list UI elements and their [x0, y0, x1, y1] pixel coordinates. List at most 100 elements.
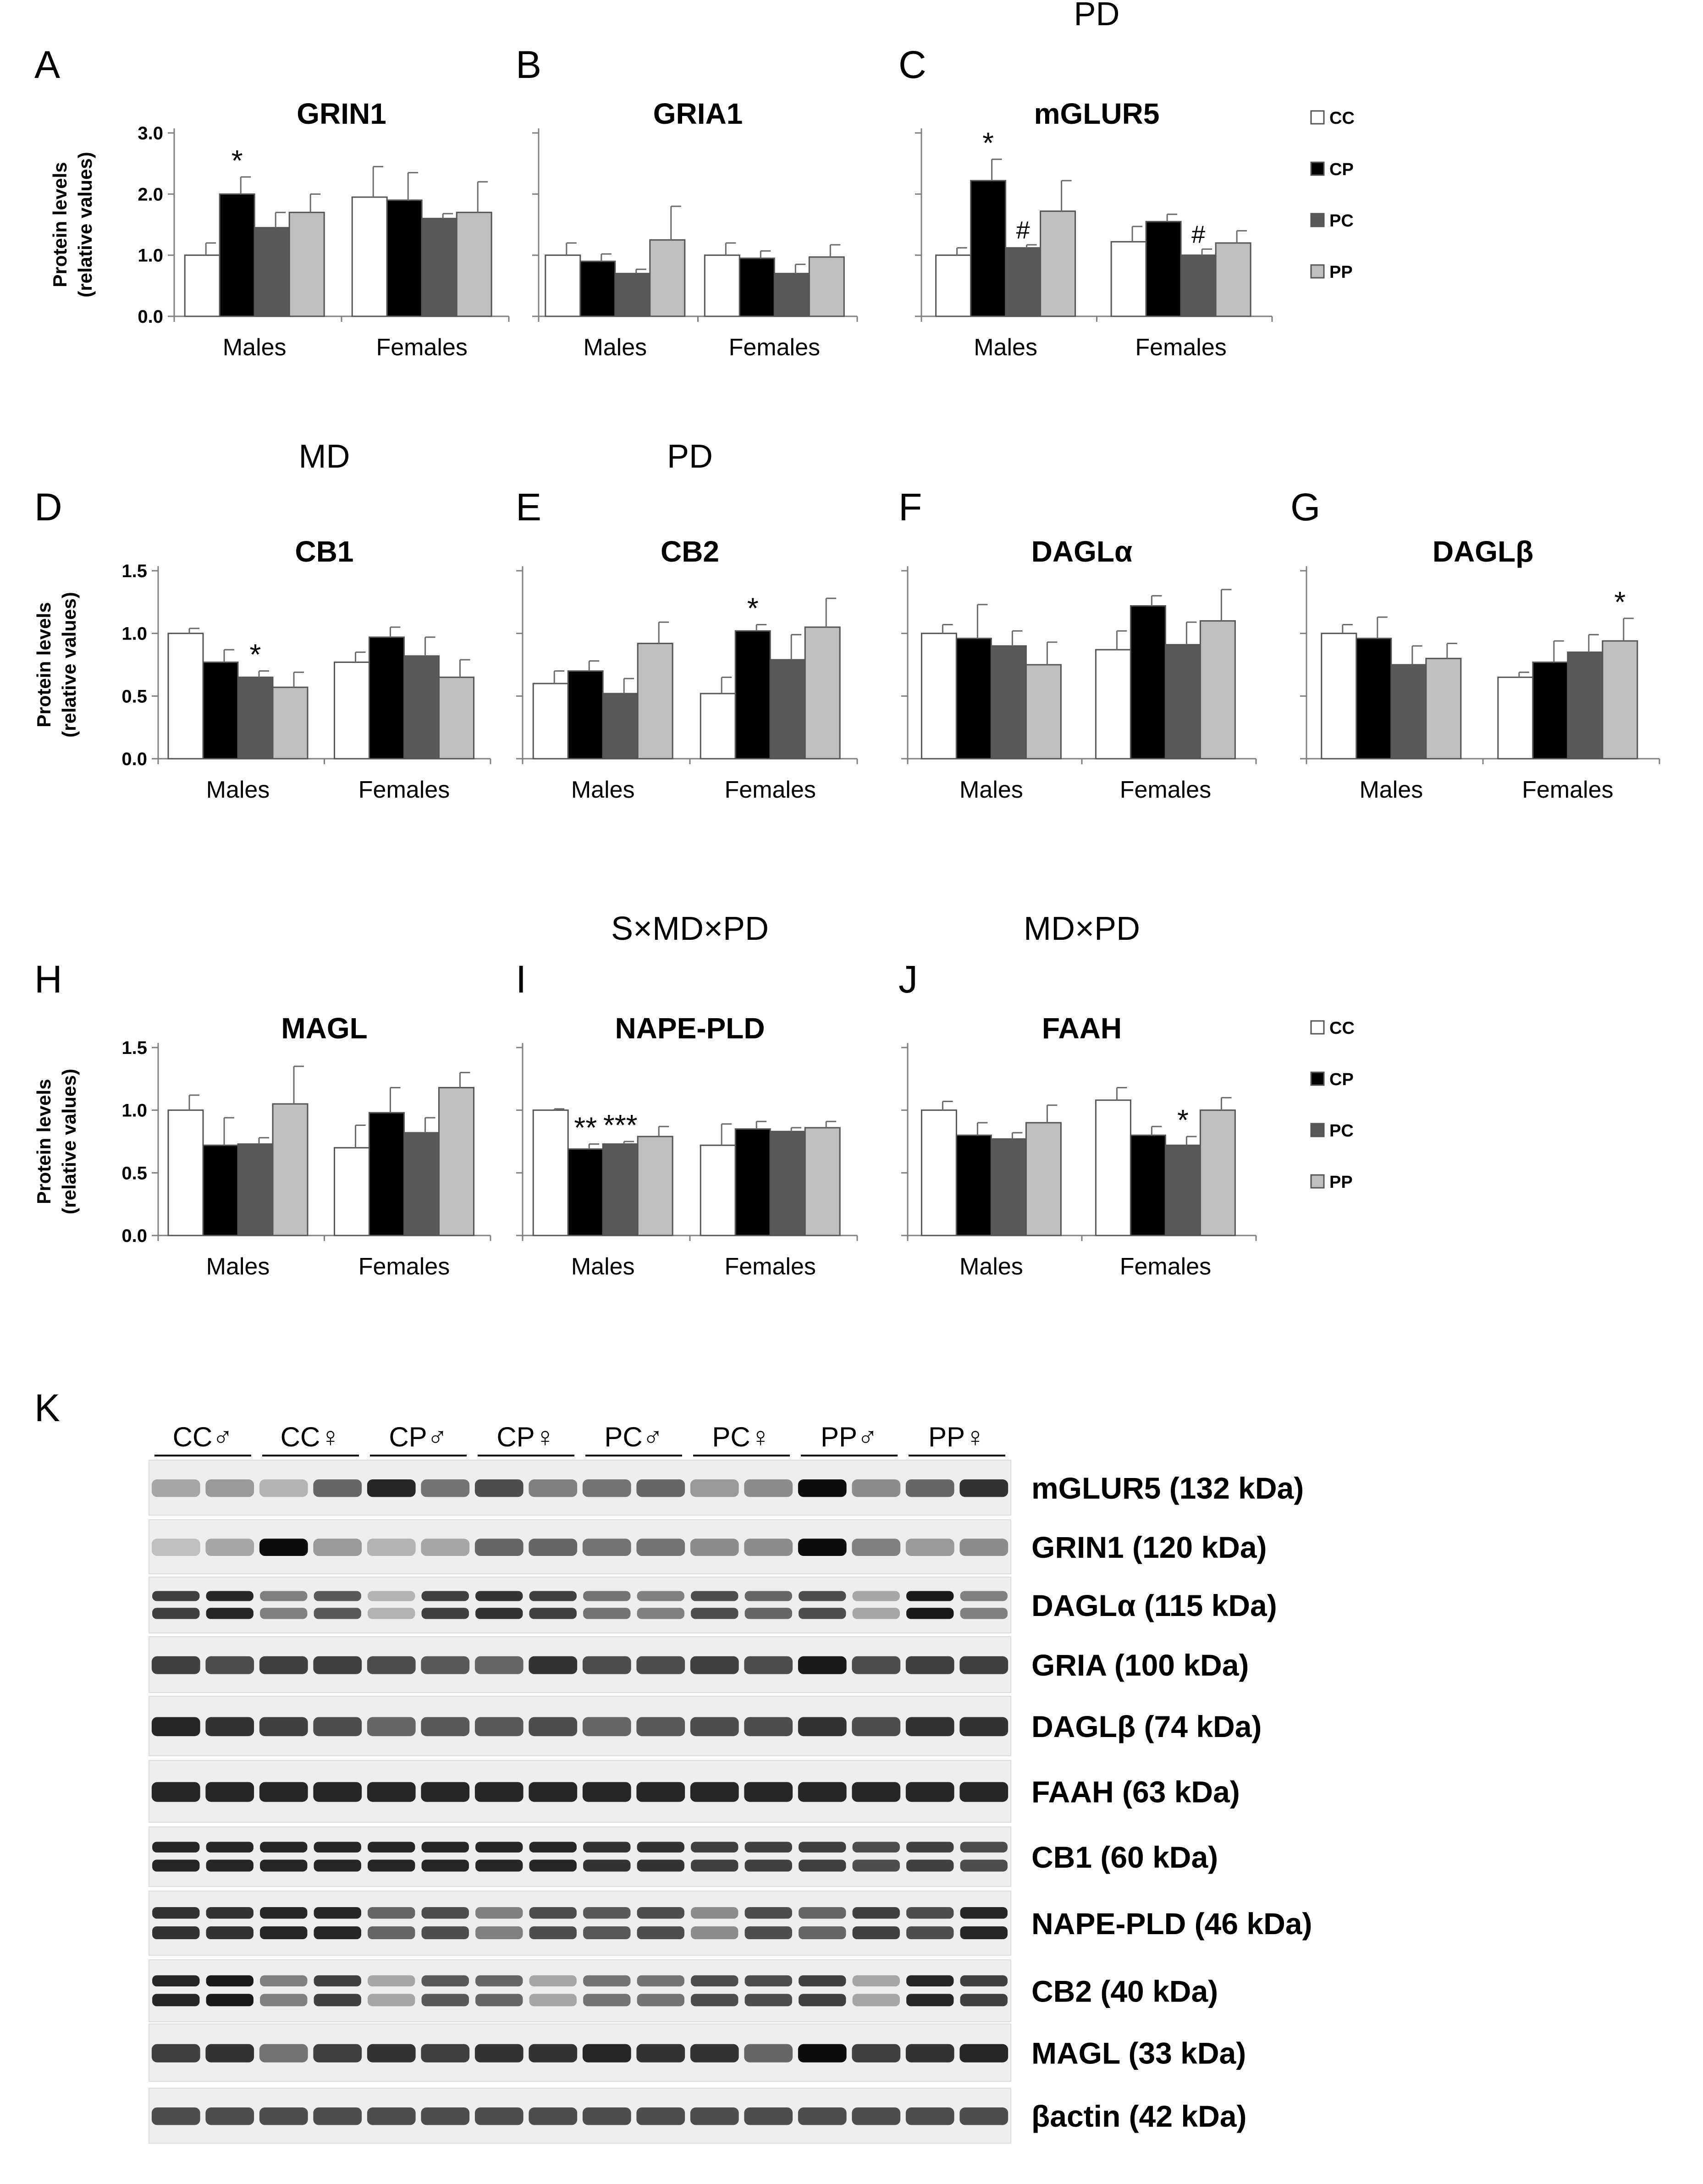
bar-pp-females	[1199, 1109, 1236, 1236]
x-category-label: Males	[974, 334, 1037, 361]
blot-band	[637, 1842, 684, 1853]
bar-pp-females	[456, 211, 492, 317]
blot-band	[314, 1859, 361, 1872]
blot-band	[205, 1717, 254, 1737]
blot-band	[367, 1782, 416, 1802]
bar-cp-males	[202, 662, 239, 760]
blot-band	[259, 1539, 308, 1556]
bar-pc-females	[1164, 1144, 1201, 1236]
blot-band	[529, 2044, 578, 2063]
blot-band	[421, 1608, 469, 1619]
blot-band	[474, 2107, 524, 2125]
bar-pc-males	[990, 645, 1027, 760]
blot-band	[474, 1656, 524, 1674]
effect-label: PD	[1074, 0, 1119, 33]
blot-band	[582, 1656, 631, 1674]
blot-band	[636, 1717, 685, 1737]
bar-cc-females	[1110, 241, 1147, 317]
protein-label: βactin (42 kDa)	[1031, 2099, 1246, 2133]
protein-label: MAGL (33 kDa)	[1031, 2036, 1246, 2070]
bar-cc-males	[920, 1109, 957, 1236]
bar-pc-males	[237, 1143, 274, 1236]
bar-cc-females	[351, 196, 388, 317]
blot-band	[852, 1539, 901, 1556]
legend-swatch-cp	[1310, 1071, 1325, 1086]
blot-band	[906, 1907, 954, 1919]
panel-letter: I	[516, 958, 526, 1001]
blot-band	[744, 1539, 793, 1556]
blot-band	[744, 1479, 793, 1497]
panel-letter: F	[898, 485, 922, 529]
significance-mark: #	[1016, 216, 1030, 244]
blot-band	[906, 1859, 954, 1872]
blot-band	[152, 1975, 200, 1987]
y-tick-label: 0.0	[138, 307, 163, 327]
significance-mark: *	[250, 638, 261, 671]
blot-band	[636, 2044, 685, 2063]
blot-band	[421, 1591, 469, 1601]
blot-band	[960, 1907, 1008, 1919]
blot-band	[798, 1479, 847, 1497]
blot-band	[799, 1608, 846, 1619]
chart-title: CB2	[661, 535, 719, 568]
blot-band	[960, 1842, 1008, 1853]
blot-band	[799, 1926, 846, 1939]
blot-band	[313, 1539, 362, 1556]
blot-band	[852, 1782, 901, 1802]
chart-title: DAGLα	[1031, 535, 1133, 568]
blot-band	[421, 2107, 470, 2125]
blot-band	[691, 1994, 739, 2007]
bar-cp-females	[369, 636, 405, 760]
protein-label: GRIA (100 kDa)	[1031, 1648, 1249, 1682]
blot-band	[636, 1782, 685, 1802]
blot-band	[313, 1656, 362, 1674]
blot-band	[474, 1782, 524, 1802]
blot-band	[959, 1717, 1009, 1737]
blot-band	[744, 2044, 793, 2063]
bar-cc-males	[1321, 633, 1357, 760]
blot-band	[152, 1608, 200, 1619]
bar-cp-females	[369, 1112, 405, 1236]
bar-pp-females	[808, 256, 845, 317]
blot-band	[367, 2044, 416, 2063]
x-category-label: Males	[583, 334, 647, 361]
chart-title: GRIA1	[653, 97, 743, 130]
blot-band	[205, 1782, 254, 1802]
bar-pc-females	[773, 273, 810, 317]
effect-label: MD×PD	[1024, 910, 1140, 947]
bar-cc-females	[334, 662, 370, 760]
panel-letter: H	[34, 958, 62, 1001]
blot-band	[959, 2107, 1009, 2125]
blot-band	[368, 1842, 415, 1853]
bar-cp-females	[386, 199, 423, 317]
blot-band	[690, 1479, 739, 1497]
blot-band	[583, 1994, 631, 2007]
blot-band	[475, 1859, 523, 1872]
x-category-label: Females	[1120, 1253, 1211, 1280]
bar-cc-males	[532, 683, 569, 760]
blot-band	[852, 1975, 900, 1987]
blot-band	[582, 2107, 631, 2125]
protein-label: CB2 (40 kDa)	[1031, 1974, 1218, 2008]
blot-band	[421, 1539, 470, 1556]
x-category-label: Males	[206, 777, 270, 803]
x-category-label: Males	[1359, 777, 1423, 803]
legend-swatch-cp	[1310, 161, 1325, 176]
chart-title: DAGLβ	[1433, 535, 1533, 568]
blot-band	[744, 1591, 792, 1601]
panel-letter: A	[34, 43, 60, 86]
lane-label: CC♀	[281, 1422, 341, 1452]
blot-band	[260, 1907, 308, 1919]
effect-label: PD	[667, 438, 713, 475]
blot-band	[314, 1994, 361, 2007]
bar-pc-males	[602, 693, 639, 760]
bar-pc-males	[1390, 664, 1427, 760]
blot-band	[744, 1782, 793, 1802]
x-category-label: Males	[959, 1253, 1023, 1280]
blot-band	[260, 1926, 308, 1939]
blot-band	[151, 1539, 200, 1556]
blot-band	[960, 1994, 1008, 2007]
blot-band	[636, 2107, 685, 2125]
blot-band	[691, 1859, 739, 1872]
blot-band	[905, 1717, 954, 1737]
